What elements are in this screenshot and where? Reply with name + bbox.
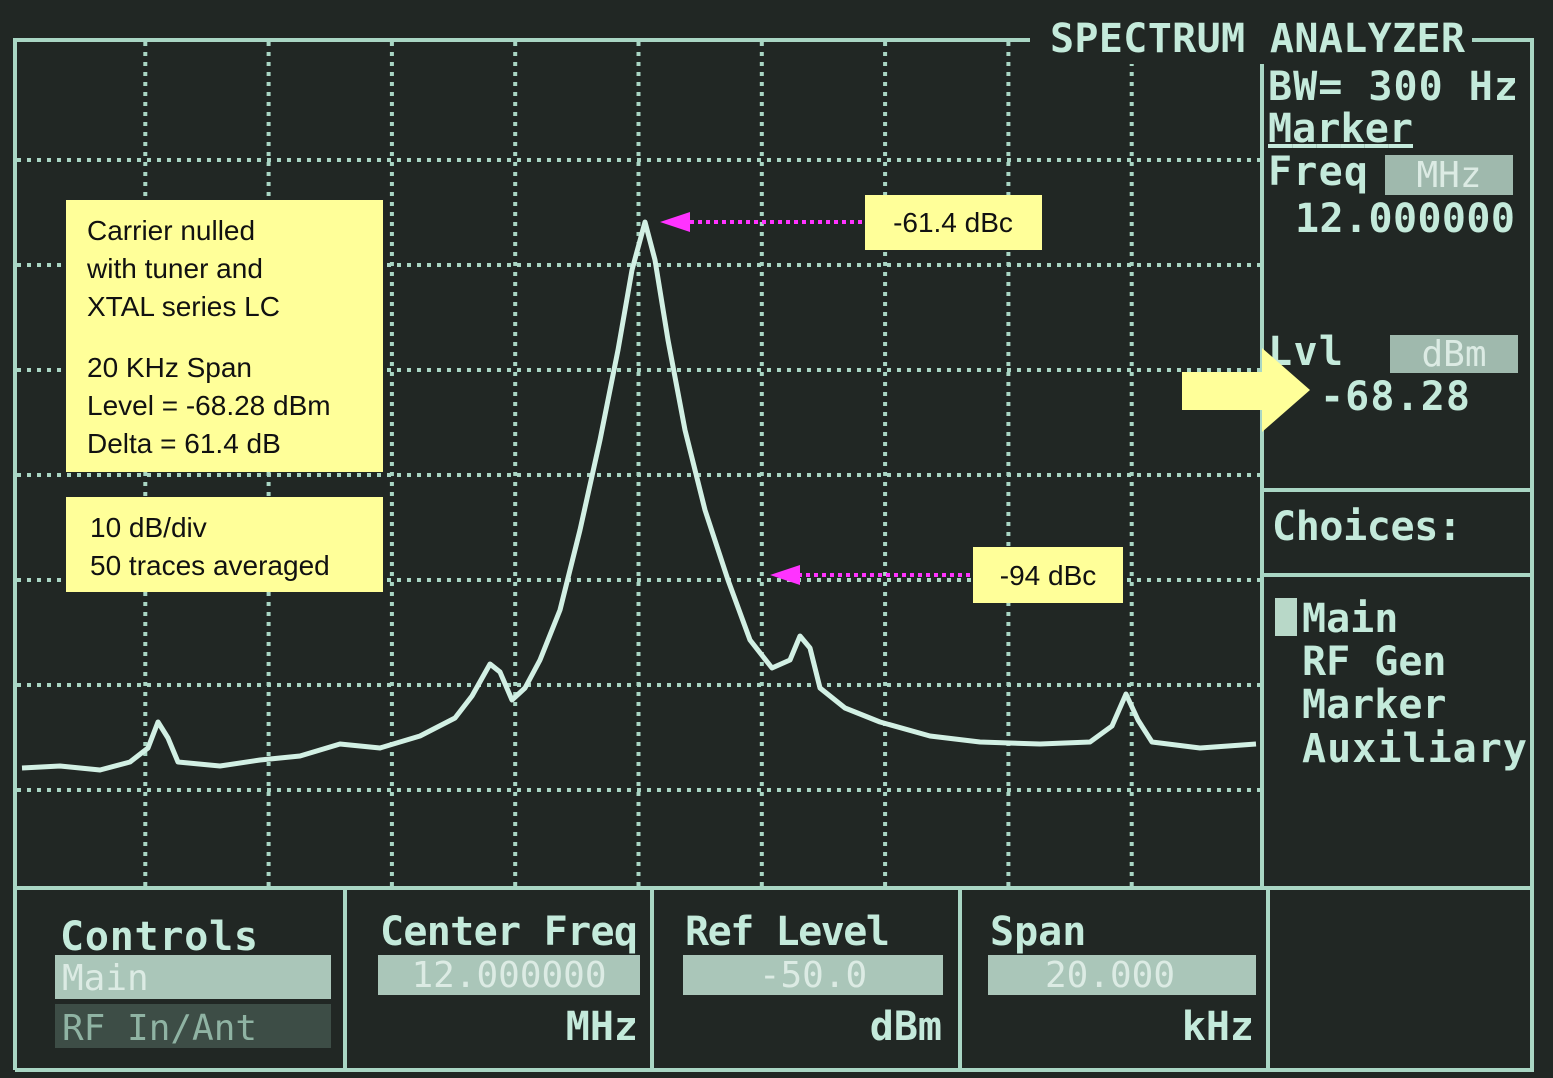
note-line: 20 KHz Span <box>87 352 252 383</box>
control-option[interactable]: Main <box>62 958 149 999</box>
freq-label: Freq <box>1268 149 1368 195</box>
choice-item[interactable]: RF Gen <box>1302 639 1447 685</box>
choices-title: Choices: <box>1272 504 1462 550</box>
control-value[interactable]: -50.0 <box>759 955 867 996</box>
control-value[interactable]: 20.000 <box>1045 955 1175 996</box>
selection-cursor <box>1275 598 1297 636</box>
bandwidth: BW= 300 Hz <box>1268 64 1518 110</box>
control-title: Ref Level <box>685 909 890 955</box>
choice-item[interactable]: Auxiliary <box>1302 726 1527 772</box>
note-line: Level = -68.28 dBm <box>87 390 331 421</box>
level-value: -68.28 <box>1320 374 1470 420</box>
control-title: Center Freq <box>380 909 638 955</box>
note-line: Delta = 61.4 dB <box>87 428 281 459</box>
level-unit: dBm <box>1421 334 1486 375</box>
note-line: 50 traces averaged <box>90 550 330 581</box>
note-line: Carrier nulled <box>87 215 255 246</box>
controls-title: Controls <box>60 914 258 960</box>
control-option[interactable]: RF In/Ant <box>62 1008 257 1049</box>
control-value[interactable]: 12.000000 <box>411 955 606 996</box>
screen: SPECTRUM ANALYZER BW= 300 Hz Marker Freq… <box>0 0 1553 1078</box>
sideband-label: -94 dBc <box>1000 560 1097 591</box>
note-line: 10 dB/div <box>90 512 207 543</box>
choice-item[interactable]: Marker <box>1302 682 1447 728</box>
control-title: Span <box>990 909 1086 955</box>
body: SPECTRUM ANALYZER BW= 300 Hz Marker Freq… <box>0 0 1553 1078</box>
note-line: with tuner and <box>86 253 263 284</box>
control-unit: MHz <box>566 1004 638 1050</box>
peak-label: -61.4 dBc <box>893 207 1013 238</box>
freq-value: 12.000000 <box>1295 196 1515 242</box>
page: Spectrum analyzer screen {"header": {"ti… <box>0 0 1553 1078</box>
freq-unit: MHz <box>1416 155 1481 196</box>
marker-title: Marker <box>1268 106 1413 152</box>
note-line: XTAL series LC <box>87 291 280 322</box>
title: SPECTRUM ANALYZER <box>1050 16 1466 62</box>
control-unit: dBm <box>870 1004 942 1050</box>
control-unit: kHz <box>1182 1004 1254 1050</box>
choice-item[interactable]: Main <box>1302 596 1398 642</box>
